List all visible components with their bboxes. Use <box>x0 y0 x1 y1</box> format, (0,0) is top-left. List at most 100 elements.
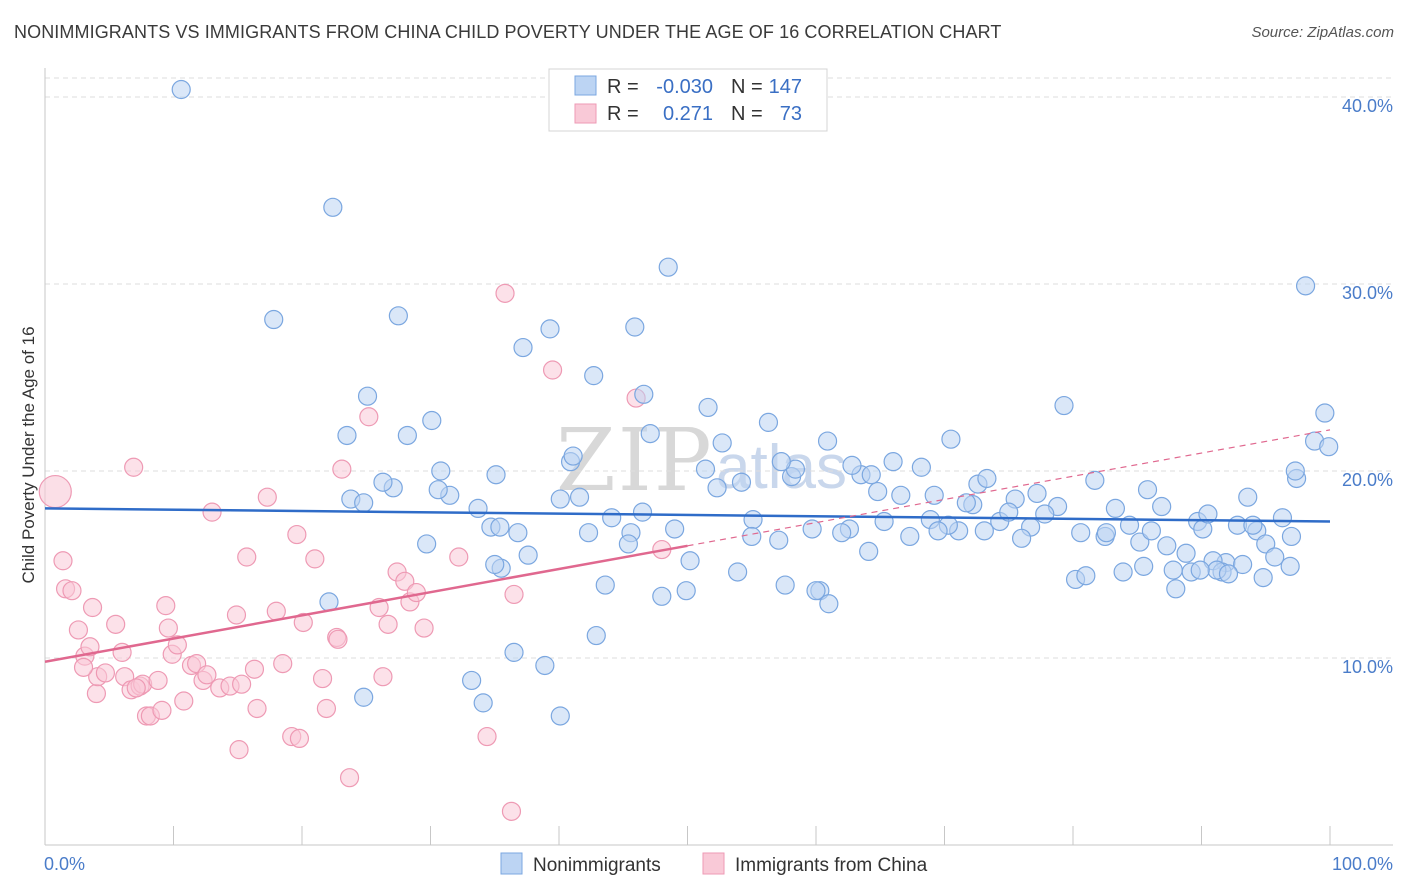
series-immigrants-from-china <box>38 283 672 821</box>
blue-point <box>417 534 437 554</box>
blue-point <box>1295 276 1316 296</box>
blue-point <box>868 481 888 502</box>
legend-r-label-1: R = <box>607 76 639 98</box>
blue-point <box>1176 543 1196 563</box>
blue-point <box>842 455 862 475</box>
blue-point <box>171 79 191 100</box>
blue-point <box>832 523 852 543</box>
blue-point <box>535 655 555 676</box>
pink-point <box>80 637 100 657</box>
blue-point <box>891 485 911 505</box>
pink-point <box>53 551 73 571</box>
pink-point <box>106 614 126 634</box>
blue-point <box>731 472 752 492</box>
legend-r-label-2: R = <box>607 103 639 125</box>
pink-point <box>495 283 515 303</box>
pink-point <box>287 524 307 545</box>
blue-point <box>817 431 838 451</box>
pink-point <box>395 571 415 591</box>
blue-point <box>1163 560 1183 580</box>
pink-point <box>124 457 144 477</box>
blue-point <box>806 581 826 601</box>
blue-point <box>1253 567 1273 588</box>
pink-point <box>332 459 352 479</box>
blue-point <box>1076 566 1096 586</box>
blue-point <box>1281 526 1302 547</box>
blue-point <box>508 523 528 543</box>
blue-point <box>428 480 448 500</box>
blue-point <box>742 526 762 547</box>
pink-point <box>316 698 337 719</box>
blue-point <box>883 452 903 472</box>
blue-point <box>859 541 879 562</box>
pink-point <box>197 665 217 685</box>
pink-point <box>359 407 379 427</box>
blue-point <box>728 562 748 582</box>
pink-point <box>158 618 178 638</box>
bottom-legend-label-immigrants-china: Immigrants from China <box>735 855 928 876</box>
blue-point <box>1218 564 1239 584</box>
legend-n-value-1: 147 <box>769 76 802 98</box>
blue-point <box>397 425 417 446</box>
pink-point <box>229 740 249 760</box>
blue-point <box>264 309 284 330</box>
blue-point <box>357 386 378 406</box>
pink-point <box>312 668 333 689</box>
pink-point <box>542 360 563 380</box>
bottom-legend-swatch-nonimmigrants <box>500 852 523 875</box>
legend-swatch-immigrants-china <box>574 103 597 124</box>
blue-point <box>388 306 408 326</box>
blue-point <box>819 594 839 614</box>
blue-point <box>695 459 716 479</box>
legend-n-label-2: N = <box>731 103 763 125</box>
y-axis-title: Child Poverty Under the Age of 16 <box>19 326 38 583</box>
pink-point <box>339 768 360 788</box>
blue-point <box>1085 470 1105 490</box>
blue-point <box>578 523 599 543</box>
blue-point <box>595 575 615 595</box>
pink-point <box>414 618 434 638</box>
blue-point <box>354 687 374 707</box>
blue-point <box>1152 496 1172 517</box>
legend-r-value-2: 0.271 <box>663 103 713 125</box>
pink-point <box>174 691 194 711</box>
blue-point <box>625 317 645 337</box>
blue-point <box>540 319 560 339</box>
legend-r-value-1: -0.030 <box>656 76 713 98</box>
y-tick-label-30: 30.0% <box>1342 283 1393 303</box>
blue-point <box>1256 534 1276 554</box>
blue-point <box>486 465 506 485</box>
blue-point <box>518 545 538 565</box>
blue-point <box>1285 461 1305 481</box>
series-nonimmigrants <box>171 79 1339 726</box>
blue-point <box>1238 487 1258 507</box>
blue-point <box>999 502 1019 522</box>
blue-point <box>1190 560 1210 580</box>
blue-point <box>1315 403 1335 423</box>
blue-point <box>698 397 718 418</box>
blue-point <box>1233 554 1253 575</box>
blue-point <box>1096 523 1117 543</box>
pink-point <box>62 581 82 601</box>
legend-n-label-1: N = <box>731 76 763 98</box>
blue-point <box>680 551 700 571</box>
legend-n-value-2: 73 <box>780 103 802 125</box>
blue-point <box>707 478 727 498</box>
pink-point <box>378 614 398 634</box>
pink-point <box>501 801 522 821</box>
blue-point <box>373 472 393 492</box>
blue-point <box>874 511 894 532</box>
pink-point <box>156 596 176 616</box>
pink-point <box>293 612 313 633</box>
trend-immigrants-china-extension <box>687 429 1331 547</box>
x-tick-label-max: 100.0% <box>1332 854 1393 874</box>
pink-point <box>95 663 115 683</box>
blue-point <box>743 510 763 530</box>
blue-point <box>924 485 944 505</box>
blue-point <box>1027 483 1047 504</box>
trend-nonimmigrants <box>44 507 1331 523</box>
blue-point <box>337 425 357 446</box>
chart-title: NONIMMIGRANTS VS IMMIGRANTS FROM CHINA C… <box>14 22 1002 42</box>
blue-point <box>431 461 451 481</box>
